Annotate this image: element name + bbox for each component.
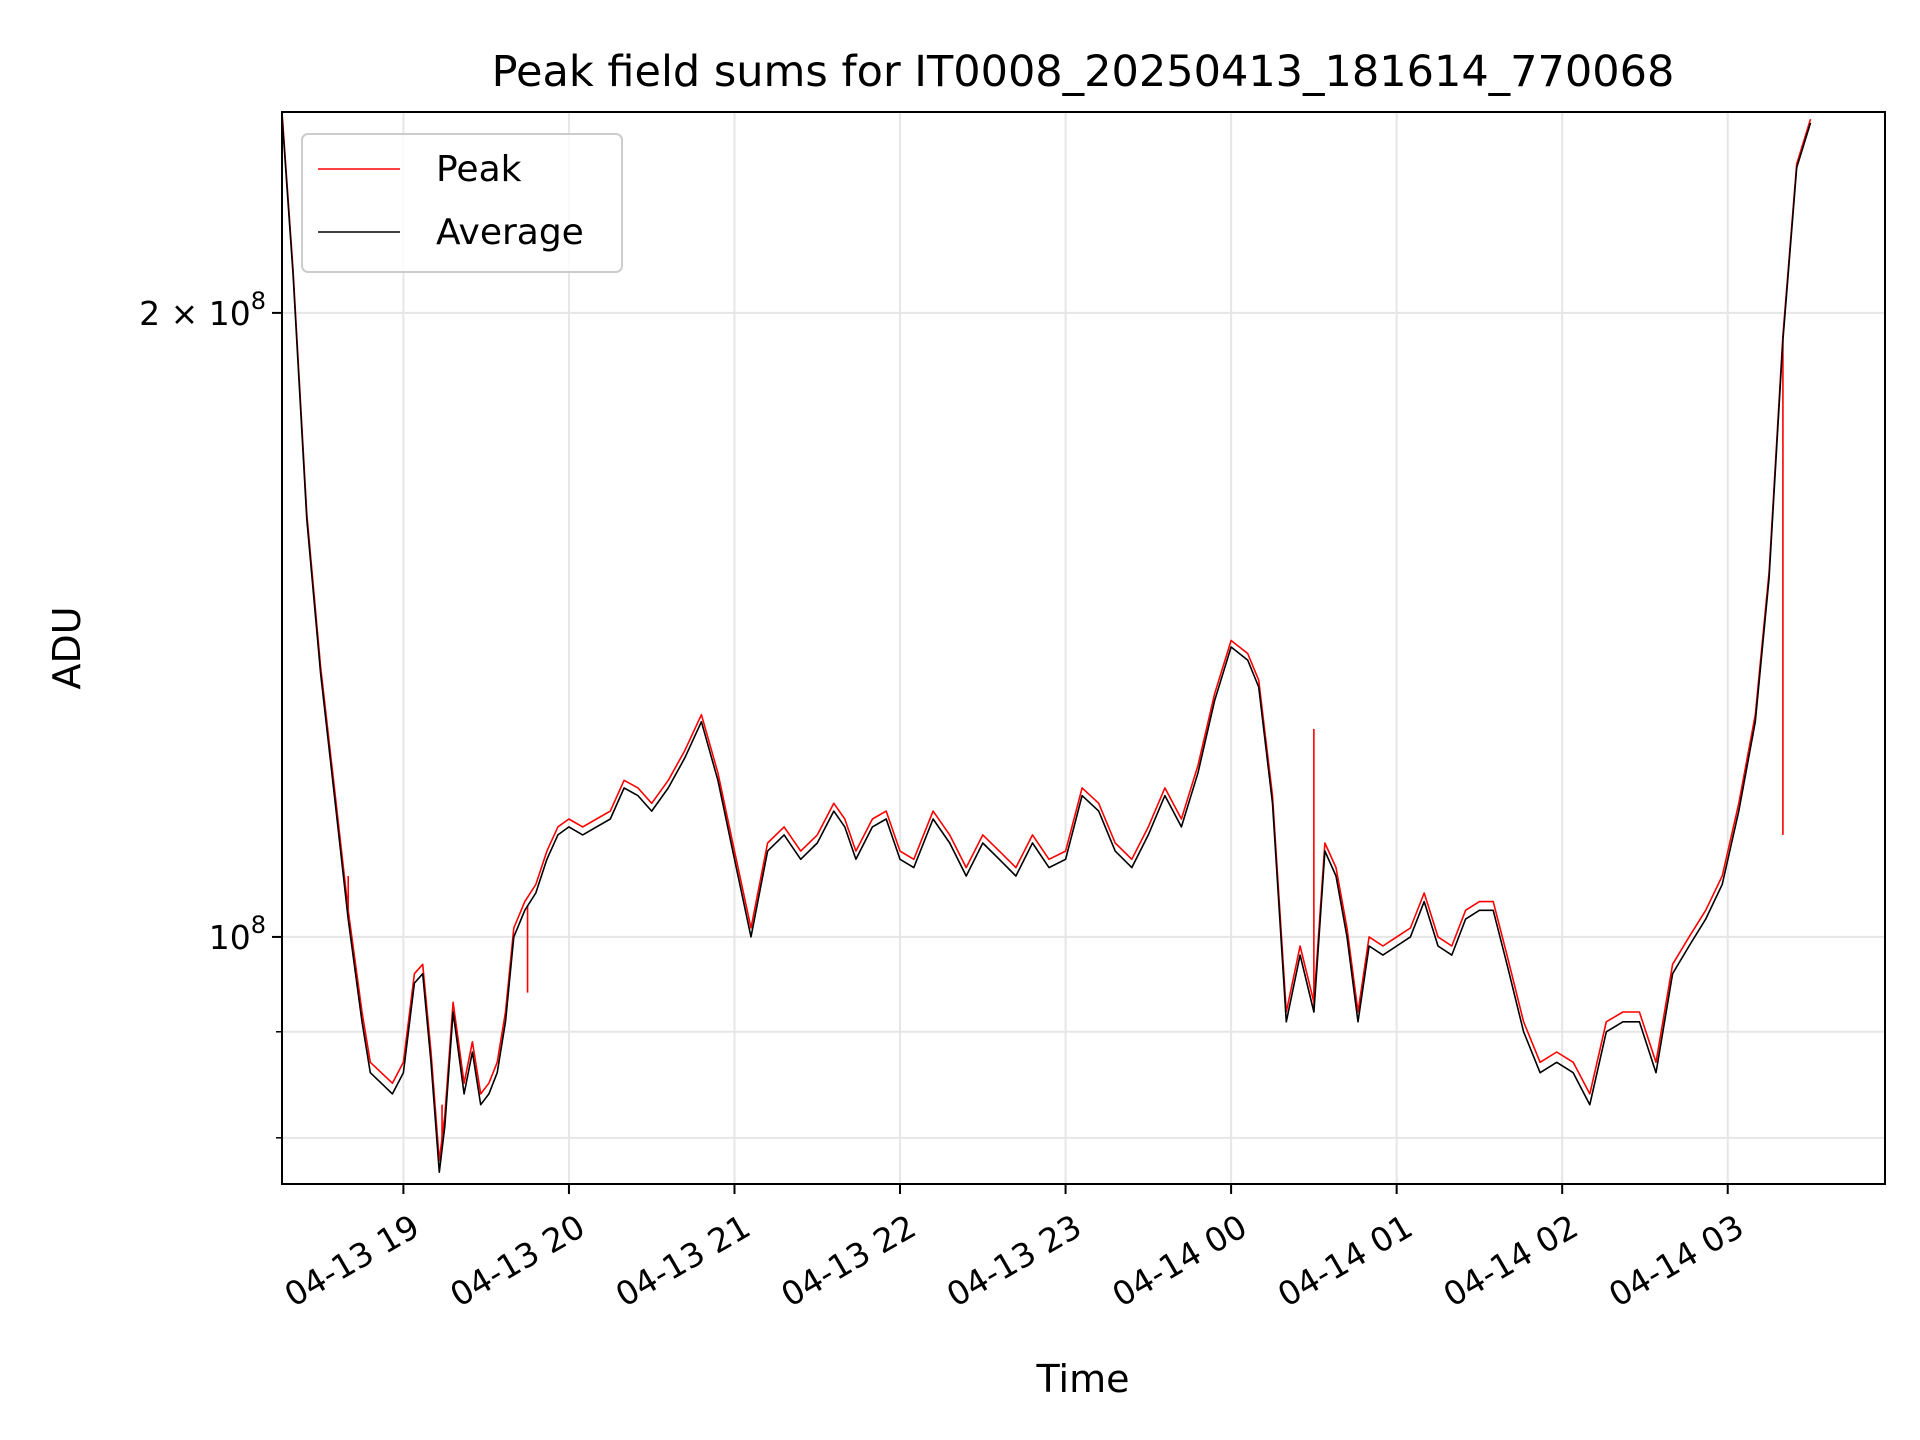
x-axis-label: Time (1036, 1357, 1130, 1401)
series-line-peak (282, 112, 1812, 1162)
legend: Peak Average (301, 133, 623, 273)
series-line-average (282, 115, 1812, 1173)
legend-label-peak: Peak (436, 149, 522, 190)
legend-label-average: Average (436, 212, 584, 253)
chart-title: Peak field sums for IT0008_20250413_1816… (492, 47, 1675, 97)
y-tick-label: 108 (209, 911, 266, 957)
plot-frame (281, 111, 1886, 1185)
y-tick-label: 2 × 108 (139, 287, 266, 333)
peak-spikes (347, 340, 1784, 1150)
y-axis-label: ADU (45, 606, 89, 689)
